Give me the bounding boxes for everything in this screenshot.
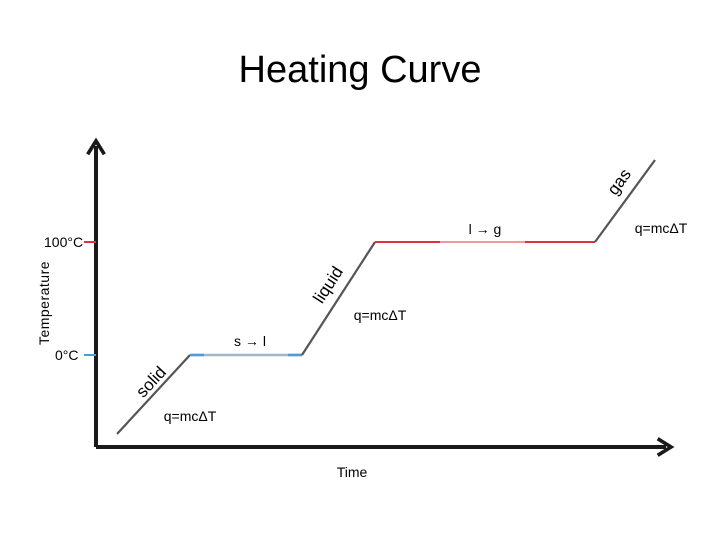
solid-heating-segment [116,354,191,435]
x-axis-label: Time [337,464,368,480]
formula-liquid: q=mcΔT [354,307,407,323]
phase-label-liquid: liquid [309,263,347,307]
transition-label-melt: s → l [234,333,266,349]
formula-gas: q=mcΔT [635,220,688,236]
formula-solid: q=mcΔT [164,408,217,424]
y-tick-label-100c: 100°C [44,234,83,250]
chart-title: Heating Curve [239,49,482,91]
transition-label-boil: l → g [469,221,502,237]
y-axis-label: Temperature [36,261,52,345]
liquid-heating-segment [301,241,376,356]
gas-heating-segment [594,159,656,243]
y-tick-label-0c: 0°C [55,347,79,363]
